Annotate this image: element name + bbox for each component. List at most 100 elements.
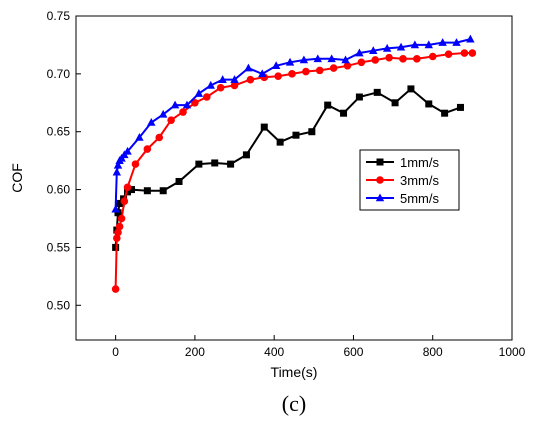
data-point	[369, 46, 378, 55]
data-point	[203, 93, 211, 101]
data-point	[117, 199, 125, 207]
data-point	[111, 285, 120, 293]
x-axis: 0 200 400 600 800 1000	[112, 335, 526, 359]
legend-marker	[376, 158, 384, 166]
data-point	[274, 72, 282, 80]
data-point	[315, 66, 324, 75]
data-point	[276, 138, 284, 146]
data-point	[135, 133, 144, 141]
data-point	[159, 187, 167, 195]
data-point	[444, 50, 453, 58]
data-point	[191, 98, 199, 107]
plot-frame	[75, 15, 513, 341]
y-axis-title: COF	[9, 163, 25, 193]
data-point	[170, 100, 180, 109]
data-point	[425, 100, 433, 108]
data-point	[175, 177, 183, 185]
data-point	[302, 67, 310, 76]
data-point	[111, 204, 120, 213]
data-point	[382, 43, 392, 52]
legend-marker	[376, 176, 384, 184]
data-point	[258, 69, 267, 78]
series-3	[111, 34, 475, 213]
data-point	[230, 81, 239, 90]
legend-label: 3mm/s	[400, 173, 440, 188]
data-point	[441, 109, 449, 117]
data-point	[308, 128, 316, 136]
data-point	[466, 34, 475, 43]
data-point	[324, 101, 332, 109]
data-point	[123, 146, 132, 155]
data-point	[227, 160, 235, 168]
data-point	[329, 64, 338, 72]
data-point	[438, 38, 447, 46]
data-point	[456, 103, 464, 111]
data-point	[396, 42, 406, 51]
data-point	[124, 188, 132, 196]
data-point	[127, 186, 135, 194]
data-point	[399, 55, 407, 63]
y-axis: 0.50 0.55 0.60 0.65 0.70 0.75	[47, 9, 81, 312]
data-point	[288, 70, 296, 78]
data-point	[410, 40, 420, 49]
data-point	[244, 63, 253, 72]
data-point	[385, 53, 393, 62]
y-tick-label: 0.50	[47, 298, 71, 312]
data-point	[407, 85, 415, 93]
series-layer	[111, 34, 477, 293]
data-point	[373, 88, 381, 96]
data-point	[143, 187, 151, 195]
x-tick-label: 200	[185, 345, 205, 359]
data-point	[260, 123, 268, 131]
legend-marker	[375, 193, 385, 202]
data-point	[211, 159, 219, 167]
data-point	[341, 55, 350, 64]
data-point	[131, 160, 140, 168]
data-point	[428, 52, 437, 61]
x-tick-label: 1000	[499, 345, 526, 359]
data-point	[292, 131, 300, 139]
data-point	[355, 48, 364, 57]
legend-label: 1mm/s	[400, 155, 440, 170]
x-tick-label: 0	[112, 345, 119, 359]
data-point	[117, 214, 126, 223]
data-point	[340, 109, 348, 117]
y-tick-label: 0.65	[47, 125, 71, 139]
x-tick-label: 600	[343, 345, 363, 359]
data-point	[299, 55, 309, 64]
data-point	[357, 58, 366, 67]
data-point	[413, 55, 421, 63]
data-point	[143, 145, 152, 153]
data-point	[355, 93, 363, 101]
data-point	[218, 75, 227, 83]
data-point	[460, 49, 469, 57]
y-tick-label: 0.60	[47, 183, 71, 197]
data-point	[313, 54, 322, 63]
x-tick-label: 800	[423, 345, 443, 359]
data-point	[123, 183, 132, 192]
y-tick-label: 0.70	[47, 67, 71, 81]
data-point	[343, 61, 352, 70]
data-point	[242, 151, 250, 159]
data-point	[371, 56, 380, 64]
data-point	[113, 160, 123, 169]
data-point	[159, 109, 168, 118]
data-point	[194, 89, 204, 97]
y-tick-label: 0.55	[47, 240, 71, 254]
data-point	[182, 100, 192, 109]
series-2	[111, 49, 477, 293]
data-point	[120, 197, 129, 205]
data-point	[391, 99, 399, 107]
data-point	[216, 83, 225, 92]
y-tick-label: 0.75	[47, 9, 71, 23]
data-point	[230, 75, 239, 83]
x-tick-label: 400	[264, 345, 284, 359]
data-point	[424, 40, 433, 49]
data-point	[113, 234, 121, 242]
data-point	[468, 49, 477, 57]
data-point	[115, 222, 124, 231]
data-point	[195, 160, 203, 168]
data-point	[147, 117, 156, 126]
data-point	[327, 54, 336, 63]
